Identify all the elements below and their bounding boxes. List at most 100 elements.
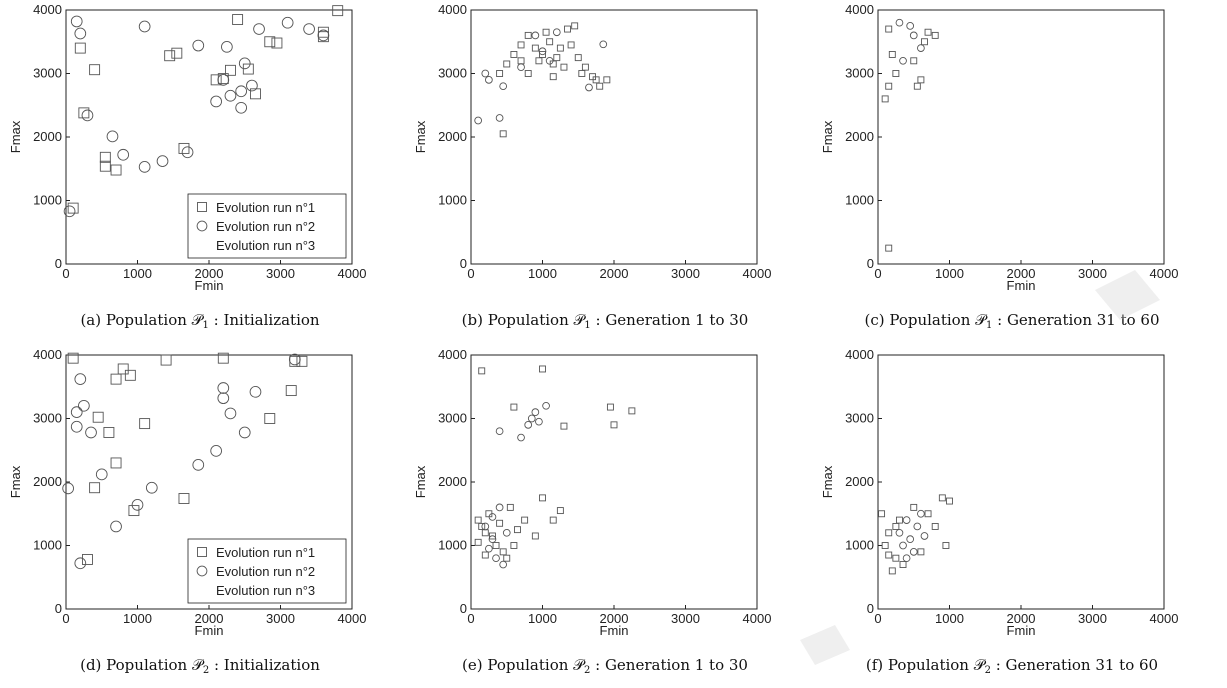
x-tick-label: 0 [467,611,474,626]
data-point-square [578,70,586,77]
caption-d: (d) Population 𝒫2 : Initialization [0,656,400,676]
data-point-square [628,407,636,415]
data-point-circle [210,95,223,108]
caption-subscript: 1 [584,320,591,331]
data-point-circle [495,503,504,512]
caption-suffix: : Generation 1 to 30 [590,656,748,674]
series-1 [881,25,939,252]
data-point-circle [95,468,108,481]
data-point-square [881,542,889,549]
data-point-circle [131,499,144,511]
data-point-square [878,510,886,518]
caption-subscript: 1 [202,320,209,331]
data-point-square [128,505,140,517]
y-tick-label: 2000 [33,474,62,489]
series-2 [895,18,925,65]
y-tick-label: 3000 [845,66,874,81]
data-point-square [217,352,229,364]
data-point-circle [481,69,490,78]
y-tick-label: 3000 [438,411,467,426]
data-point-circle [238,57,251,70]
data-point-square [271,37,283,49]
data-point-circle [249,385,262,398]
data-point-circle [585,83,593,92]
caption-suffix: : Initialization [208,311,320,329]
data-point-circle [85,426,97,439]
data-point-circle [485,75,493,84]
y-tick-label: 1000 [33,193,62,208]
x-tick-label: 0 [62,266,69,281]
data-point-square [503,60,511,68]
series-2 [63,15,330,218]
data-point-circle [235,101,248,114]
caption-subscript: 1 [985,320,993,331]
x-tick-label: 0 [467,266,474,281]
data-point-square [938,494,946,502]
y-tick-label: 2000 [438,474,467,489]
data-point-square [921,38,928,46]
data-point-square [917,76,925,84]
data-point-square [888,567,896,575]
data-point-circle [253,23,265,35]
data-point-square [881,95,889,103]
data-point-square [110,373,122,385]
data-point-square [103,427,115,438]
y-tick-label: 3000 [845,411,874,426]
x-tick-label: 2000 [600,611,629,626]
data-point-circle [913,522,922,531]
data-point-circle [181,146,194,159]
data-point-circle [138,160,151,173]
data-point-square [567,41,575,49]
data-point-square [564,25,571,33]
data-point-circle [235,85,248,98]
data-point-square [931,31,939,39]
data-point-circle [552,28,561,37]
legend-entry-3: Evolution run n°3 [216,583,315,598]
data-point-circle [74,557,87,570]
data-point-square [517,41,525,49]
data-point-circle [920,532,929,540]
data-point-square [224,64,236,76]
data-point-square [574,54,582,62]
caption-suffix: : Generation 31 to 60 [990,656,1159,674]
chart-panel-c: 0 1000 2000 3000 4000 0 1000 2000 3000 4000 Fmin Fm… [812,0,1212,343]
data-point-square [506,503,514,511]
chart-panel-d: 0 1000 2000 3000 4000 0 1000 2000 3000 4000 Fmin Fm… [0,345,400,688]
y-tick-label: 2000 [845,129,874,144]
x-tick-label: 1000 [935,611,964,626]
data-point-circle [317,29,330,42]
data-point-square [139,418,151,430]
data-point-circle [542,401,550,410]
data-point-square [474,516,482,524]
data-point-square [296,355,308,367]
data-point-square [250,88,261,100]
data-point-square [885,244,893,252]
data-point-square [510,403,518,411]
y-tick-label: 3000 [33,66,62,81]
x-tick-label: 2000 [195,266,224,281]
data-point-square [178,142,190,154]
data-point-square [885,82,893,90]
data-point-square [496,519,504,527]
legend-marker-square [197,202,207,212]
data-point-circle [81,109,94,122]
data-point-square [481,551,489,559]
data-point-square [92,411,104,423]
y-axis-label: Fmax [8,465,23,498]
data-point-square [78,107,90,119]
chart-panel-a: 0 1000 2000 3000 4000 0 1000 2000 3000 4000 Fmin Fm… [0,0,400,343]
series-2 [62,353,301,570]
data-point-circle [524,420,533,429]
x-tick-label: 3000 [671,611,700,626]
data-point-square [496,70,504,77]
data-point-square [514,526,521,534]
x-tick-label: 0 [62,611,69,626]
y-tick-label: 3000 [33,411,62,426]
y-tick-label: 2000 [438,129,467,144]
data-point-circle [488,535,497,544]
data-point-square [67,202,79,214]
data-point-square [546,38,554,46]
chart-panel-f: 0 1000 2000 3000 4000 0 1000 2000 3000 4000 Fmin Fm… [812,345,1212,688]
y-tick-label: 0 [867,256,874,271]
legend-entry-3: Evolution run n°3 [216,238,315,253]
